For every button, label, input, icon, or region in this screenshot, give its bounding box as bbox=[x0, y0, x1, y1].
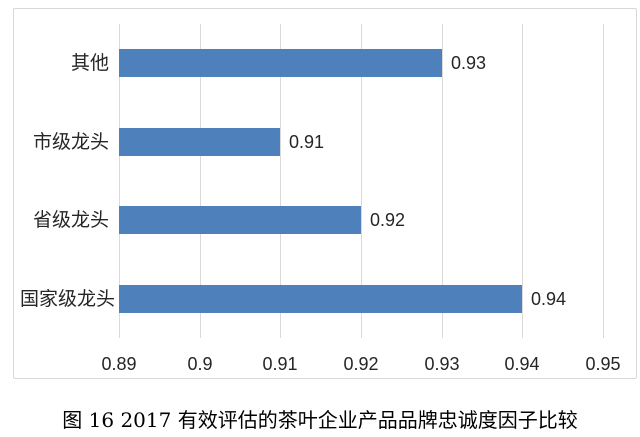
category-label: 省级龙头 bbox=[32, 209, 109, 231]
category-label: 市级龙头 bbox=[32, 131, 109, 153]
bar-市级龙头 bbox=[119, 128, 280, 156]
x-tick-label: 0.94 bbox=[504, 354, 540, 374]
bar-chart: 其他市级龙头省级龙头国家级龙头 0.89 0.9 0.91 0.92 0.93 0.94 0… bbox=[13, 8, 637, 379]
plot-area bbox=[119, 24, 604, 338]
vertical-gridline bbox=[119, 24, 120, 338]
x-tick-label: 0.95 bbox=[585, 354, 621, 374]
vertical-gridline bbox=[361, 24, 362, 338]
x-tick-label: 0.91 bbox=[262, 354, 298, 374]
x-tick-label: 0.93 bbox=[424, 354, 460, 374]
bar-国家级龙头 bbox=[119, 285, 522, 313]
vertical-gridline bbox=[603, 24, 604, 338]
x-tick-label: 0.89 bbox=[101, 354, 137, 374]
bar-其他 bbox=[119, 49, 442, 77]
data-label: 0.93 bbox=[451, 53, 487, 73]
vertical-gridline bbox=[280, 24, 281, 338]
vertical-gridline bbox=[522, 24, 523, 338]
category-label: 其他 bbox=[70, 52, 109, 74]
category-label: 国家级龙头 bbox=[20, 288, 116, 310]
data-label: 0.92 bbox=[370, 210, 406, 230]
vertical-gridline bbox=[442, 24, 443, 338]
data-label: 0.94 bbox=[531, 289, 567, 309]
x-tick-label: 0.92 bbox=[343, 354, 379, 374]
figure-caption: 图 16 2017 有效评估的茶叶企业产品品牌忠诚度因子比较 bbox=[62, 408, 578, 432]
x-tick-label: 0.9 bbox=[187, 354, 213, 374]
data-label: 0.91 bbox=[289, 132, 325, 152]
bar-省级龙头 bbox=[119, 206, 361, 234]
vertical-gridline bbox=[200, 24, 201, 338]
